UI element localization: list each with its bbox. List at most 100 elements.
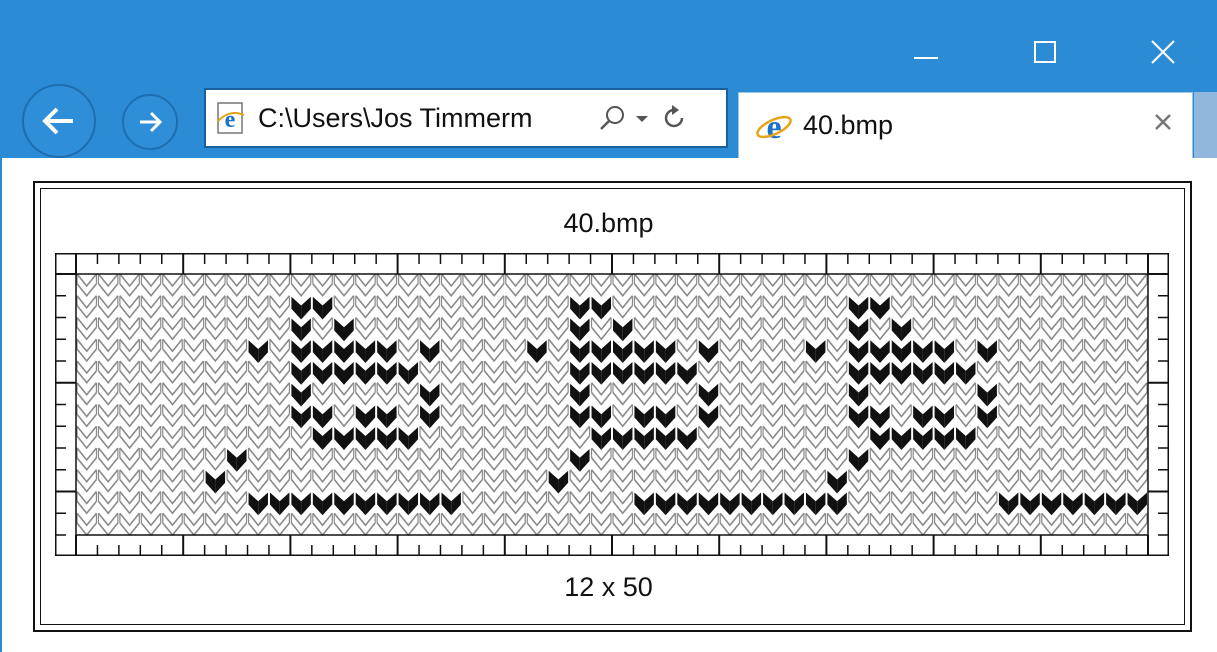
stitch (97, 316, 119, 341)
motif-stitch (355, 492, 376, 516)
stitch (1105, 403, 1127, 428)
dropdown-icon[interactable] (632, 108, 652, 128)
close-window-button[interactable] (1133, 22, 1193, 82)
stitch (247, 447, 269, 472)
stitch (526, 273, 548, 298)
stitch (762, 295, 784, 319)
stitch (762, 447, 784, 472)
stitch (1041, 469, 1062, 493)
stitch (483, 273, 505, 298)
stitch (998, 273, 1019, 298)
stitch (998, 403, 1019, 428)
stitch (119, 273, 140, 298)
stitch (140, 490, 162, 515)
stitch (783, 338, 805, 363)
motif-stitch (248, 340, 268, 363)
stitch (483, 382, 505, 406)
image-title: 40.bmp (563, 208, 654, 238)
motif-stitch (848, 383, 869, 407)
stitch (333, 447, 355, 472)
stitch (440, 469, 462, 493)
search-icon[interactable] (598, 104, 626, 132)
motif-stitch (312, 492, 333, 516)
stitch (462, 338, 483, 363)
stitch (848, 273, 869, 298)
stitch (376, 512, 398, 537)
stitch (440, 295, 462, 319)
stitch (205, 403, 226, 428)
stitch (1041, 447, 1062, 472)
stitch (419, 273, 441, 298)
stitch (912, 295, 934, 319)
stitch (290, 447, 312, 472)
maximize-button[interactable] (1015, 22, 1075, 82)
stitch (183, 338, 205, 363)
motif-stitch (977, 383, 997, 407)
stitch (76, 425, 98, 450)
stitch (226, 316, 248, 341)
stitch (355, 382, 376, 406)
motif-stitch (634, 340, 654, 363)
stitch (590, 382, 612, 406)
motif-stitch (634, 362, 654, 385)
address-input[interactable]: C:\Users\Jos Timmerm (258, 102, 533, 133)
stitch (269, 403, 291, 428)
motif-stitch (613, 318, 633, 342)
motif-stitch (655, 427, 676, 450)
stitch (976, 316, 998, 341)
motif-stitch (398, 362, 419, 385)
stitch (333, 469, 355, 493)
motif-stitch (1084, 492, 1105, 516)
stitch (805, 295, 827, 319)
stitch (376, 295, 398, 319)
stitch (290, 273, 312, 298)
stitch (97, 338, 119, 363)
stitch (355, 295, 376, 319)
stitch (762, 469, 784, 493)
motif-stitch (570, 340, 590, 363)
motif-stitch (1106, 492, 1126, 516)
motif-stitch (355, 405, 376, 429)
motif-stitch (377, 340, 397, 363)
stitch (483, 316, 505, 341)
stitch (1105, 273, 1127, 298)
tab-40-bmp[interactable]: e 40.bmp (738, 92, 1193, 158)
tab-close-icon[interactable] (1150, 109, 1176, 135)
stitch (462, 490, 483, 515)
stitch (590, 490, 612, 515)
motif-stitch (312, 362, 333, 385)
stitch (869, 273, 891, 298)
stitch (162, 382, 183, 406)
stitch (719, 295, 741, 319)
motif-stitch (334, 340, 354, 363)
stitch (140, 403, 162, 428)
stitch (848, 425, 869, 450)
new-tab-area[interactable] (1194, 92, 1217, 158)
minimize-button[interactable] (896, 22, 956, 82)
stitch (912, 447, 934, 472)
ie-logo-icon: e (756, 109, 792, 145)
stitch (1126, 316, 1148, 341)
stitch (183, 490, 205, 515)
stitch (1105, 316, 1127, 341)
back-button[interactable] (22, 84, 96, 158)
stitch (290, 425, 312, 450)
stitch (419, 469, 441, 493)
forward-button[interactable] (122, 94, 178, 150)
stitch (912, 316, 934, 341)
stitch (548, 295, 569, 319)
stitch (869, 490, 891, 515)
stitch (1041, 360, 1062, 385)
motif-stitch (312, 405, 333, 429)
stitch (891, 469, 912, 493)
stitch (205, 490, 226, 515)
motif-stitch (570, 449, 590, 472)
stitch (933, 316, 955, 341)
stitch (1084, 338, 1105, 363)
refresh-icon[interactable] (660, 104, 688, 132)
address-bar[interactable]: e C:\Users\Jos Timmerm (204, 88, 728, 148)
stitch (1126, 382, 1148, 406)
stitch (805, 447, 827, 472)
stitch (655, 316, 676, 341)
stitch (76, 360, 98, 385)
